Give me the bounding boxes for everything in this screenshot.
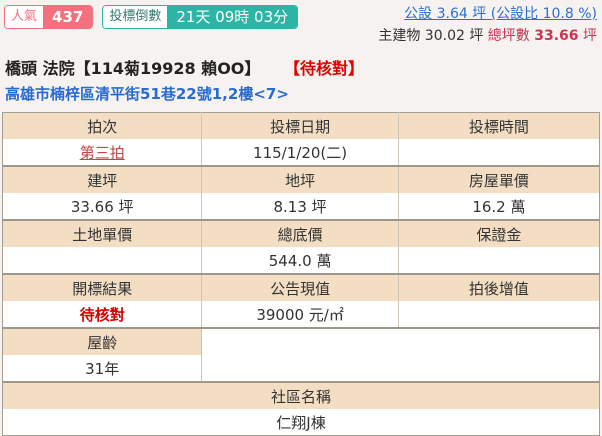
post-auction-gain-value [397, 301, 600, 328]
table-row: 544.0 萬 [2, 247, 600, 274]
bid-time-value [397, 139, 600, 166]
countdown-badge: 投標倒數 21天 09時 03分 [102, 5, 299, 29]
header-floor-price: 總底價 [201, 219, 399, 247]
common-area-link[interactable]: 公設 3.64 坪 (公設比 10.8 %) [404, 6, 597, 22]
table-row: 31年 [2, 355, 600, 382]
popularity-label: 人氣 [5, 6, 44, 28]
empty-cell [201, 327, 600, 382]
table-header-row: 屋齡 [2, 327, 600, 382]
table-header-row: 建坪 地坪 房屋單價 [2, 165, 600, 193]
countdown-value: 21天 09時 03分 [167, 6, 298, 28]
header-post-auction-gain: 拍後增值 [397, 273, 600, 301]
table-row: 第三拍 115/1/20(二) [2, 139, 600, 166]
popularity-count: 437 [43, 6, 93, 28]
case-title: 橋頭 法院【114菊19928 賴OO】 [5, 59, 261, 78]
status-badge: 【待核對】 [284, 59, 365, 78]
main-building-area: 主建物 30.02 坪 [378, 28, 484, 44]
area-summary: 公設 3.64 坪 (公設比 10.8 %) 主建物 30.02 坪 總坪數 3… [378, 3, 597, 47]
building-area-value: 33.66 坪 [2, 193, 202, 220]
popularity-badge: 人氣 437 [4, 5, 94, 29]
header-bid-time: 投標時間 [397, 112, 600, 139]
header-land-unit-price: 土地單價 [2, 219, 202, 247]
top-badges: 人氣 437 投標倒數 21天 09時 03分 [4, 5, 299, 29]
bid-date-value: 115/1/20(二) [201, 139, 399, 166]
property-address-line: 高雄市楠梓區清平街51巷22號1,2樓<7> [5, 83, 289, 104]
announced-value: 39000 元/㎡ [201, 301, 399, 328]
header-open-result: 開標結果 [2, 273, 202, 301]
house-unit-price-value: 16.2 萬 [397, 193, 600, 220]
auction-detail-table: 拍次 投標日期 投標時間 第三拍 115/1/20(二) 建坪 地坪 房屋單價 … [2, 112, 600, 436]
header-deposit: 保證金 [397, 219, 600, 247]
header-house-unit-price: 房屋單價 [397, 165, 600, 193]
header-bid-date: 投標日期 [201, 112, 399, 139]
table-row: 33.66 坪 8.13 坪 16.2 萬 [2, 193, 600, 220]
house-age-value: 31年 [2, 355, 202, 382]
table-row: 待核對 39000 元/㎡ [2, 301, 600, 328]
open-result-value: 待核對 [79, 305, 125, 324]
floor-price-value: 544.0 萬 [201, 247, 399, 274]
header-announced-value: 公告現值 [201, 273, 399, 301]
case-title-line: 橋頭 法院【114菊19928 賴OO】 【待核對】 [5, 55, 364, 79]
header-building-area: 建坪 [2, 165, 202, 193]
table-header-row: 土地單價 總底價 保證金 [2, 219, 600, 247]
header-auction-round: 拍次 [2, 112, 202, 139]
community-name-value: 仁翔J棟 [2, 409, 600, 436]
property-address-link[interactable]: 高雄市楠梓區清平街51巷22號1,2樓<7> [5, 85, 289, 103]
header-community-name: 社區名稱 [2, 381, 600, 409]
total-area-value: 33.66 [534, 28, 579, 44]
auction-round-link[interactable]: 第三拍 [79, 143, 125, 162]
header-house-age: 屋齡 [2, 327, 202, 355]
table-header-row: 社區名稱 [2, 381, 600, 409]
deposit-value [397, 247, 600, 274]
total-area-label: 總坪數 [487, 28, 530, 44]
table-row: 仁翔J棟 [2, 409, 600, 436]
land-area-value: 8.13 坪 [201, 193, 399, 220]
header-land-area: 地坪 [201, 165, 399, 193]
total-area-unit: 坪 [583, 28, 597, 44]
land-unit-price-value [2, 247, 202, 274]
countdown-label: 投標倒數 [103, 6, 168, 28]
table-header-row: 開標結果 公告現值 拍後增值 [2, 273, 600, 301]
table-header-row: 拍次 投標日期 投標時間 [2, 112, 600, 139]
